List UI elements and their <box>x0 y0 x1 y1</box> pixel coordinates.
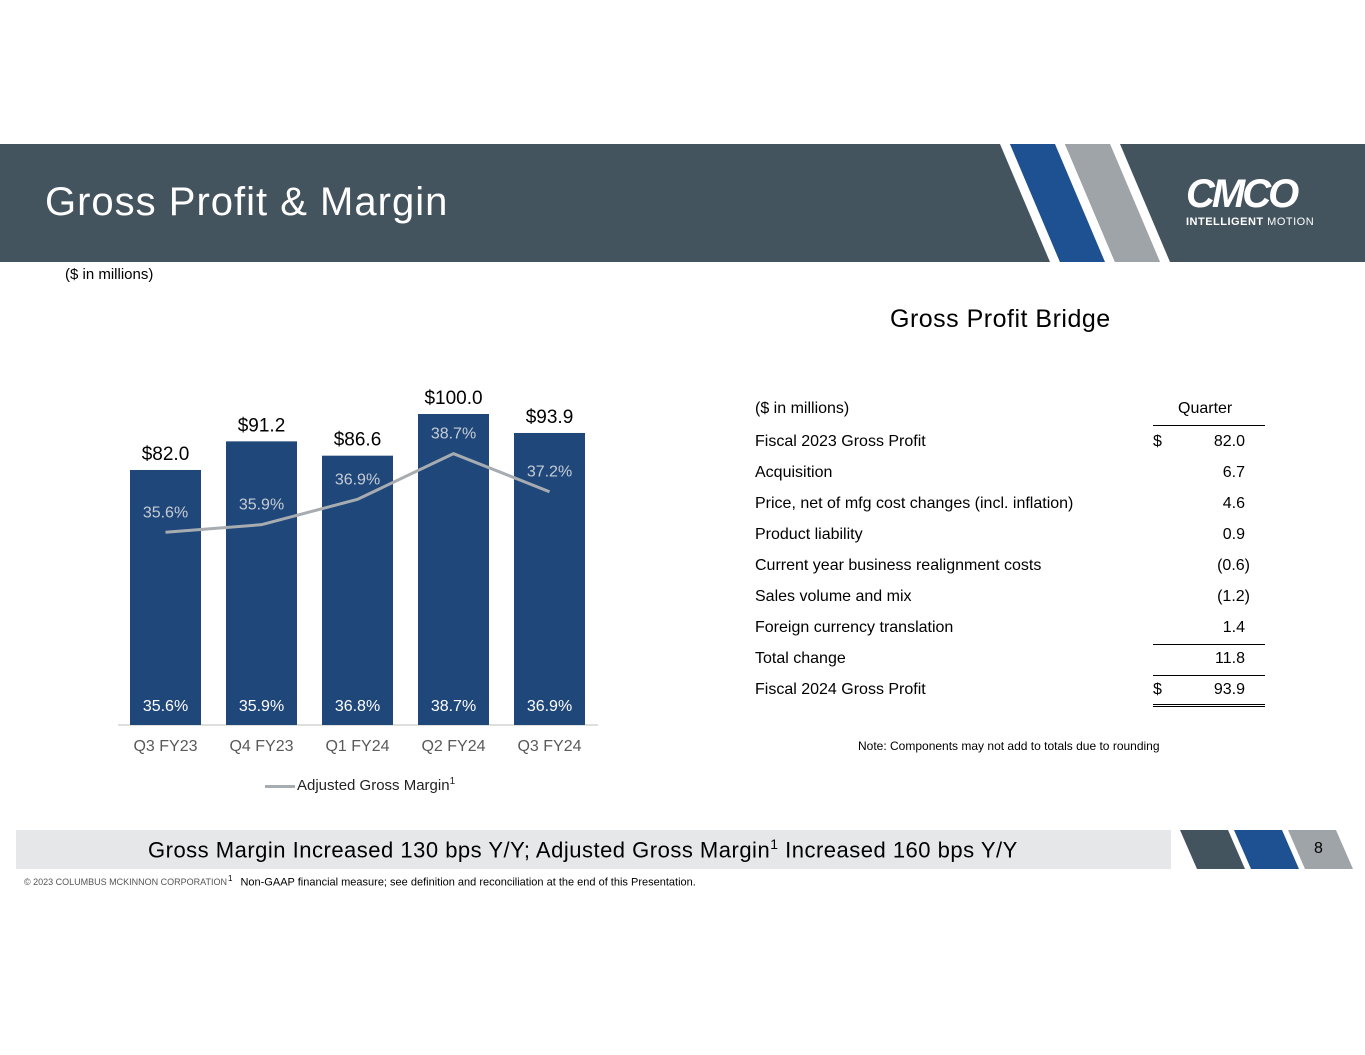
bar <box>322 455 393 725</box>
row-value: 93.9 <box>1213 681 1245 698</box>
chart-legend: Adjusted Gross Margin1 <box>265 776 455 794</box>
total-rule <box>1153 675 1265 676</box>
line-point-label: 37.2% <box>527 464 572 481</box>
logo-wordmark: CMCO <box>1186 172 1299 216</box>
table-row: Sales volume and mix (1.2) <box>755 588 1275 612</box>
row-currency: $ <box>1153 681 1162 698</box>
bar-value-label: $100.0 <box>424 388 482 409</box>
table-row: Acquisition 6.7 <box>755 464 1275 488</box>
row-value: 11.8 <box>1215 650 1245 667</box>
company-logo: CMCO INTELLIGENT MOTION <box>1186 174 1314 228</box>
row-label: Fiscal 2024 Gross Profit <box>755 681 926 698</box>
page-number: 8 <box>1314 840 1323 857</box>
bar <box>226 441 297 725</box>
x-tick-label: Q2 FY24 <box>421 738 485 755</box>
row-label: Foreign currency translation <box>755 619 954 636</box>
legend-footnote-marker: 1 <box>449 776 456 787</box>
bar <box>130 469 201 725</box>
banner-text-part-a: Gross Margin Increased 130 bps Y/Y; Adju… <box>148 837 771 863</box>
logo-tagline-light: MOTION <box>1267 216 1315 228</box>
row-label: Price, net of mfg cost changes (incl. in… <box>755 495 1074 512</box>
row-label: Fiscal 2023 Gross Profit <box>755 433 926 450</box>
footnote-text: Non-GAAP financial measure; see definiti… <box>240 876 696 889</box>
bar-inner-label: 36.8% <box>335 698 380 715</box>
row-value: 6.7 <box>1222 464 1245 481</box>
bar-value-label: $91.2 <box>238 415 286 436</box>
gross-profit-chart: $82.0 35.6% Q3 FY23 $91.2 35.9% Q4 FY23 $86.6 3… <box>118 388 598 755</box>
row-value: 4.6 <box>1222 495 1245 512</box>
legend-line-swatch <box>265 784 295 788</box>
copyright: © 2023 COLUMBUS MCKINNON CORPORATION <box>24 877 227 887</box>
row-value: 1.4 <box>1222 619 1245 636</box>
table-header-label: ($ in millions) <box>755 400 850 417</box>
row-label: Acquisition <box>755 464 833 481</box>
x-tick-label: Q3 FY24 <box>517 738 581 755</box>
row-label: Sales volume and mix <box>755 588 912 605</box>
bar-inner-label: 35.9% <box>239 698 284 715</box>
row-value: (0.6) <box>1217 557 1250 574</box>
bar-inner-label: 35.6% <box>143 698 188 715</box>
table-row: Foreign currency translation 1.4 <box>755 619 1275 643</box>
row-value: 82.0 <box>1213 433 1245 450</box>
table-row: Price, net of mfg cost changes (incl. in… <box>755 495 1275 519</box>
row-value: 0.9 <box>1222 526 1245 543</box>
row-value: (1.2) <box>1217 588 1250 605</box>
subtotal-rule <box>1153 644 1265 645</box>
banner-text-part-b: Increased 160 bps Y/Y <box>778 837 1018 863</box>
table-row: Product liability 0.9 <box>755 526 1275 550</box>
summary-banner <box>16 830 1171 869</box>
row-label: Total change <box>755 650 846 667</box>
footnote-marker: 1 <box>228 874 233 883</box>
row-label: Current year business realignment costs <box>755 557 1042 574</box>
footnote: 1 Non-GAAP financial measure; see definit… <box>228 874 696 889</box>
header-band: CMCO INTELLIGENT MOTION <box>0 144 1365 262</box>
table-row: Fiscal 2024 Gross Profit $93.9 <box>755 681 1275 705</box>
bar-value-label: $93.9 <box>526 407 574 428</box>
table-row: Fiscal 2023 Gross Profit $82.0 <box>755 433 1275 457</box>
row-label: Product liability <box>755 526 863 543</box>
table-header-row: ($ in millions) <box>755 400 1275 424</box>
line-point-label: 36.9% <box>335 471 380 488</box>
logo-tagline-bold: INTELLIGENT <box>1186 216 1264 228</box>
x-tick-label: Q4 FY23 <box>229 738 293 755</box>
bar <box>418 414 489 725</box>
table-row: Total change 11.8 <box>755 650 1275 674</box>
adjusted-gross-margin-line <box>165 452 551 534</box>
x-tick-label: Q3 FY23 <box>133 738 197 755</box>
line-point-label: 38.7% <box>431 426 476 443</box>
banner-footnote-marker: 1 <box>770 836 779 852</box>
bar-value-label: $86.6 <box>334 430 382 451</box>
summary-banner-text: Gross Margin Increased 130 bps Y/Y; Adju… <box>148 836 1018 863</box>
line-point-label: 35.6% <box>143 504 188 521</box>
header-stripes <box>1000 144 1170 262</box>
page-title: Gross Profit & Margin <box>45 180 449 224</box>
header-rule <box>1153 425 1265 426</box>
line-point-label: 35.9% <box>239 497 284 514</box>
units-label: ($ in millions) <box>65 266 154 283</box>
bridge-title: Gross Profit Bridge <box>890 305 1111 333</box>
final-double-rule <box>1153 704 1265 710</box>
table-row: Current year business realignment costs (… <box>755 557 1275 581</box>
banner-stripes <box>1180 830 1353 869</box>
rounding-note: Note: Components may not add to totals d… <box>858 739 1160 753</box>
table-header-quarter: Quarter <box>1178 400 1233 417</box>
bar-inner-label: 36.9% <box>527 698 572 715</box>
row-currency: $ <box>1153 433 1162 450</box>
bar-value-label: $82.0 <box>142 444 190 465</box>
bar-inner-label: 38.7% <box>431 698 476 715</box>
x-tick-label: Q1 FY24 <box>325 738 389 755</box>
legend-label: Adjusted Gross Margin <box>297 777 450 794</box>
